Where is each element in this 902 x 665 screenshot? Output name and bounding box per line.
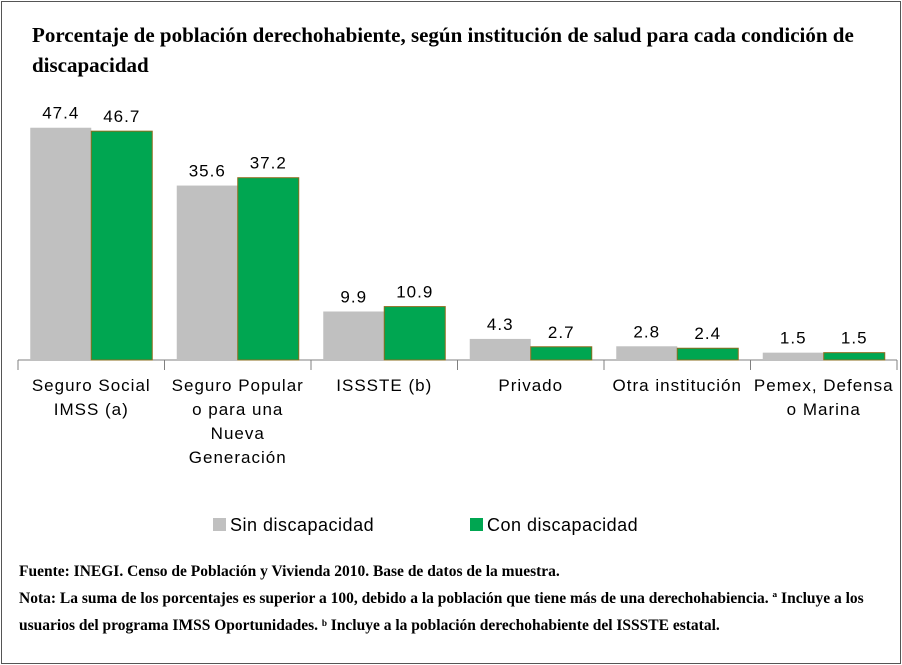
legend-label: Sin discapacidad [230, 515, 375, 535]
bar [383, 306, 446, 361]
x-tick-label: Pemex, Defensa o Marina [753, 376, 894, 419]
x-tick-label: Otra institución [612, 376, 742, 395]
bar [616, 346, 678, 360]
bar [176, 185, 238, 360]
x-tick-label: Seguro Popular o para una Nueva Generaci… [171, 376, 304, 467]
chart-title: Porcentaje de población derechohabiente,… [32, 23, 854, 77]
value-label: 10.9 [396, 283, 433, 302]
value-label: 46.7 [103, 107, 140, 126]
bar [762, 352, 824, 360]
x-tick-label: Privado [498, 376, 564, 395]
value-label: 2.7 [548, 323, 575, 342]
footnote: Nota: La suma de los porcentajes es supe… [19, 590, 864, 634]
legend-label: Con discapacidad [487, 515, 639, 535]
source-note: Fuente: INEGI. Censo de Población y Vivi… [19, 563, 560, 580]
value-label: 47.4 [42, 104, 79, 123]
value-label: 35.6 [189, 162, 226, 181]
legend-swatch [470, 518, 483, 531]
bar [30, 127, 92, 361]
bar [237, 177, 300, 361]
value-label: 2.8 [633, 322, 660, 341]
legend-item: Sin discapacidad [213, 514, 374, 536]
legend-swatch [213, 518, 226, 531]
value-label: 9.9 [340, 287, 367, 306]
legend-item: Con discapacidad [470, 514, 638, 536]
bar [323, 311, 385, 360]
bar [530, 346, 593, 361]
value-label: 1.5 [841, 329, 868, 348]
value-label: 1.5 [780, 329, 807, 348]
value-label: 37.2 [250, 154, 287, 173]
bar [676, 347, 739, 361]
value-label: 4.3 [487, 315, 514, 334]
value-label: 2.4 [694, 324, 721, 343]
bar [469, 338, 531, 360]
bar [823, 352, 886, 361]
bar [90, 130, 153, 361]
x-tick-label: ISSSTE (b) [336, 376, 433, 395]
x-tick-label: Seguro Social IMSS (a) [31, 376, 151, 419]
